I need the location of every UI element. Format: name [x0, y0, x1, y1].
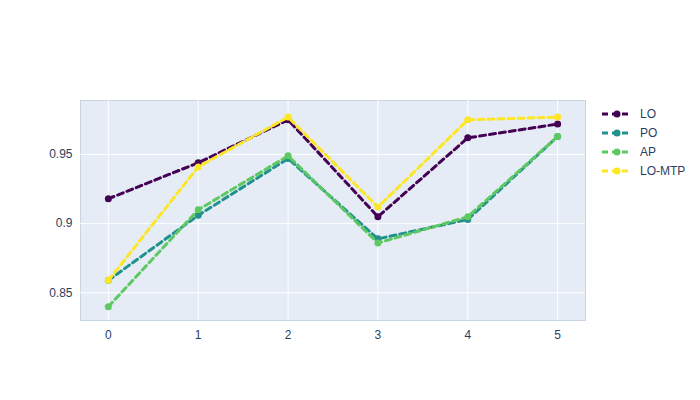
- html-text:AP: AP: [640, 144, 656, 159]
- svg-text:1: 1: [195, 328, 202, 342]
- svg-text:5: 5: [554, 328, 561, 342]
- svg-text:2: 2: [285, 328, 292, 342]
- svg-text:3: 3: [375, 328, 382, 342]
- html-text:LO: LO: [640, 106, 656, 121]
- svg-text:0: 0: [105, 328, 112, 342]
- svg-text:0.85: 0.85: [49, 286, 73, 300]
- html-text:LO-MTP: LO-MTP: [640, 163, 686, 178]
- svg-text:0.9: 0.9: [56, 216, 73, 230]
- svg-text:4: 4: [464, 328, 471, 342]
- html-text:PO: PO: [640, 125, 658, 140]
- svg-text:0.95: 0.95: [49, 147, 73, 161]
